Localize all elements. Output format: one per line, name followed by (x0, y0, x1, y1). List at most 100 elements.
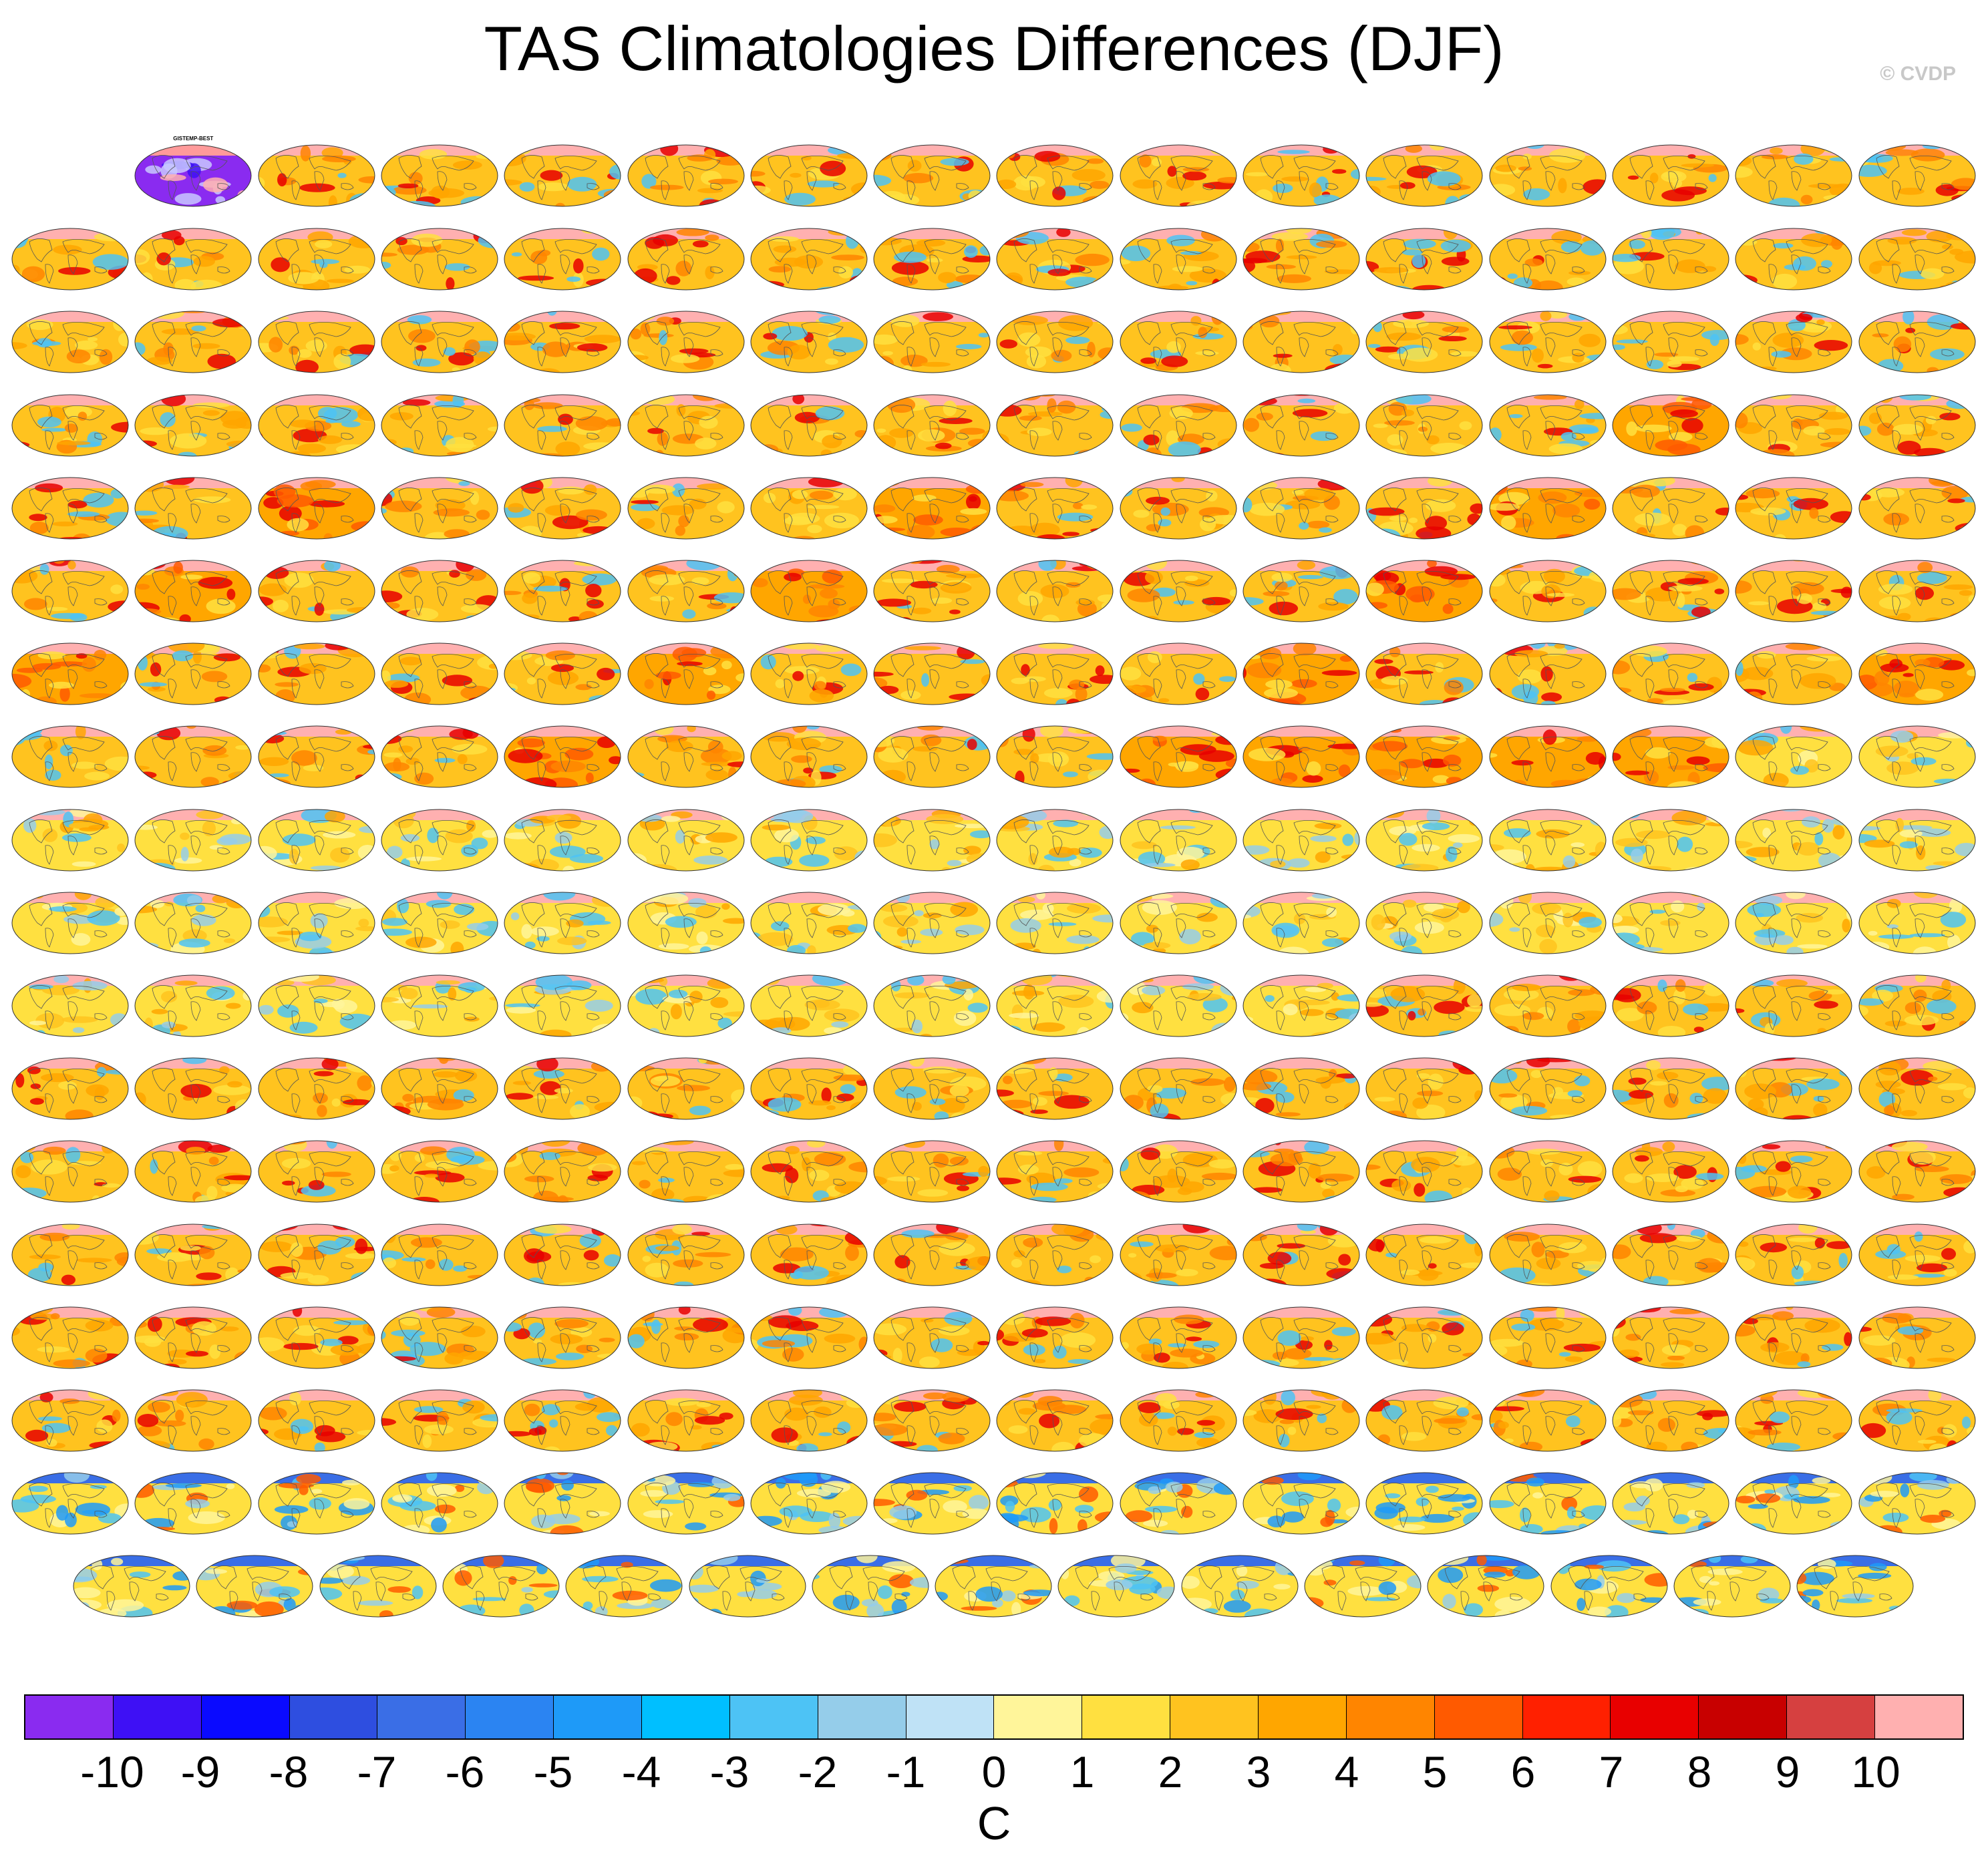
panel-map (504, 725, 621, 788)
panel-label (995, 882, 1114, 890)
panel-label (1119, 218, 1238, 226)
panel-map (1120, 1224, 1237, 1286)
panel-map (258, 228, 375, 291)
panel-map (1735, 477, 1852, 540)
panel-label (1488, 550, 1607, 558)
panel-map (134, 394, 252, 457)
panel-map (381, 228, 498, 291)
panel-label (750, 716, 868, 724)
panel-map (1735, 1140, 1852, 1203)
panel-label (1242, 468, 1361, 476)
panel-label (11, 1380, 130, 1388)
panel-label (134, 1048, 253, 1056)
panel-map (996, 144, 1114, 207)
panel-map (1120, 1140, 1237, 1203)
panel-map (873, 974, 991, 1037)
panel-map (873, 1389, 991, 1452)
panel-label (1488, 1131, 1607, 1139)
panel-map (1735, 228, 1852, 291)
panel-map (1489, 1306, 1607, 1369)
panel-label (503, 1297, 622, 1305)
panel-label (380, 1463, 499, 1471)
panel-map (258, 1224, 375, 1286)
panel-map (381, 1224, 498, 1286)
panel-label (1611, 633, 1730, 641)
panel-map (1489, 394, 1607, 457)
panel-map (1735, 311, 1852, 373)
panel-label (750, 882, 868, 890)
panel-label (1057, 1545, 1176, 1553)
panel-map (1365, 560, 1483, 622)
panel-label (1858, 1131, 1977, 1139)
panel-label (134, 965, 253, 973)
panel-map (504, 642, 621, 705)
panel-map (750, 394, 868, 457)
panel-label (11, 1463, 130, 1471)
panel-label (134, 1297, 253, 1305)
panel-label (1858, 1463, 1977, 1471)
panel-map (381, 892, 498, 954)
panel-label (1858, 550, 1977, 558)
panel-label (134, 1380, 253, 1388)
panel-label (1734, 1463, 1853, 1471)
panel-map (750, 1140, 868, 1203)
panel-map (381, 1306, 498, 1369)
panel-label (1303, 1545, 1422, 1553)
colorbar-cell (466, 1696, 554, 1738)
panel-map (750, 477, 868, 540)
panel-map (319, 1555, 437, 1618)
panel-label (995, 301, 1114, 309)
panel-label (750, 1214, 868, 1222)
panel-map (1735, 1389, 1852, 1452)
panel-map (134, 1140, 252, 1203)
panel-label (872, 1463, 991, 1471)
panel-label (995, 1131, 1114, 1139)
panel-map (750, 974, 868, 1037)
panel-label (134, 1463, 253, 1471)
panel-map (627, 1140, 744, 1203)
panel-map (1242, 1057, 1360, 1120)
panel-label (503, 218, 622, 226)
panel-label (1611, 550, 1730, 558)
panel-map (381, 642, 498, 705)
panel-label (1488, 1297, 1607, 1305)
panel-map (258, 311, 375, 373)
colorbar-tick-label: 2 (1158, 1747, 1183, 1797)
panel-map (750, 228, 868, 291)
panel-map (1120, 642, 1237, 705)
panel-map (1735, 1306, 1852, 1369)
panel-label (380, 1214, 499, 1222)
panel-map (258, 394, 375, 457)
panel-map (11, 974, 129, 1037)
panel-map (627, 1472, 744, 1535)
panel-map (381, 725, 498, 788)
panel-map (750, 725, 868, 788)
panel-label (257, 633, 376, 641)
panel-label (995, 468, 1114, 476)
panel-label (750, 965, 868, 973)
panel-label (1119, 799, 1238, 807)
panel-map (1489, 311, 1607, 373)
panel-map (1858, 974, 1975, 1037)
panel-map (1858, 1057, 1975, 1120)
panel-map (11, 311, 129, 373)
colorbar-cell (994, 1696, 1083, 1738)
panel-label (380, 1131, 499, 1139)
panel-map (1120, 1472, 1237, 1535)
panel-label (1611, 135, 1730, 143)
panel-label (750, 1297, 868, 1305)
panel-label (750, 1463, 868, 1471)
colorbar-cell (25, 1696, 114, 1738)
panel-map (1365, 974, 1483, 1037)
colorbar-tick-label: 4 (1334, 1747, 1359, 1797)
panel-map (1735, 809, 1852, 872)
panel-label (995, 965, 1114, 973)
panel-map (873, 892, 991, 954)
panel-map (1735, 560, 1852, 622)
panel-map (11, 642, 129, 705)
panel-label (1858, 1214, 1977, 1222)
panel-map (996, 642, 1114, 705)
colorbar-tick-label: -10 (80, 1747, 144, 1797)
panel-map (1242, 1306, 1360, 1369)
colorbar-tick-label: -9 (180, 1747, 220, 1797)
